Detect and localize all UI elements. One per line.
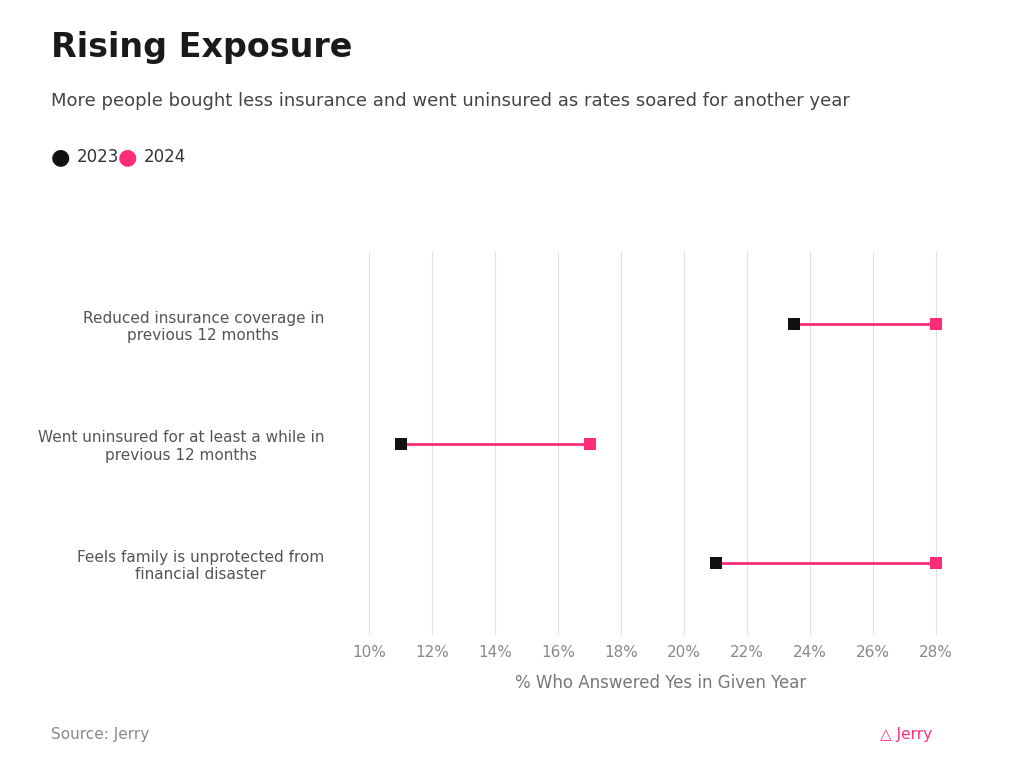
Text: △ Jerry: △ Jerry [880,727,932,742]
Text: ●: ● [51,147,71,167]
Text: ●: ● [118,147,137,167]
X-axis label: % Who Answered Yes in Given Year: % Who Answered Yes in Given Year [515,674,806,692]
Text: 2024: 2024 [143,148,185,166]
Text: Rising Exposure: Rising Exposure [51,31,352,63]
Text: Source: Jerry: Source: Jerry [51,727,150,742]
Text: 2023: 2023 [77,148,119,166]
Text: More people bought less insurance and went uninsured as rates soared for another: More people bought less insurance and we… [51,92,850,110]
